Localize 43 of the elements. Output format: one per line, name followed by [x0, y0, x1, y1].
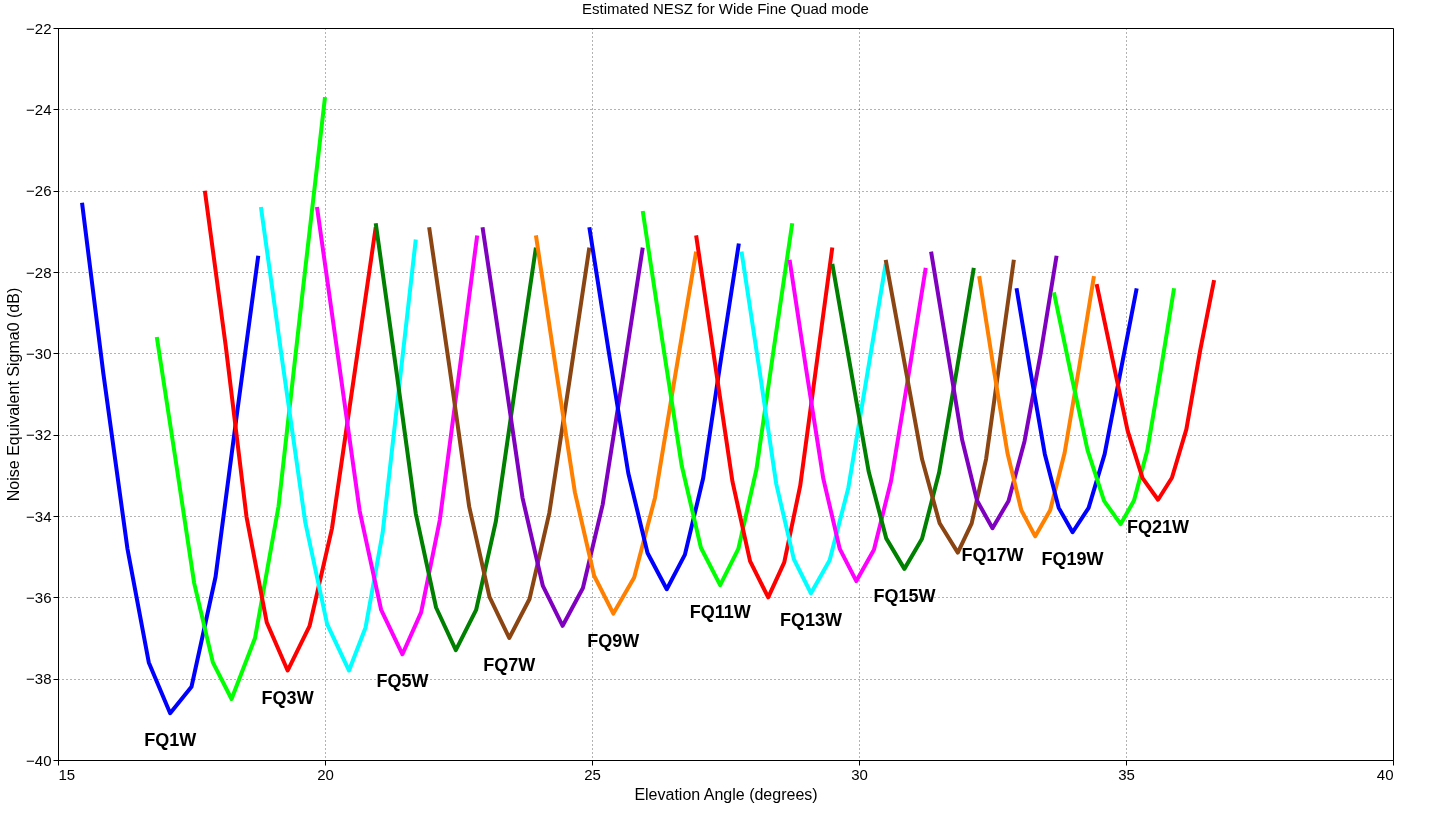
- line-series: [787, 257, 928, 584]
- annotation: FQ17W: [961, 545, 1024, 566]
- annotation: FQ13W: [779, 610, 842, 631]
- y-tick-label: −28: [26, 263, 52, 281]
- annotation: FQ9W: [587, 630, 640, 651]
- line-series: [587, 225, 741, 592]
- line-series: [258, 204, 418, 673]
- x-tick-label: 35: [1118, 765, 1135, 783]
- annotation: FQ21W: [1127, 516, 1190, 537]
- y-tick-label: −26: [26, 182, 52, 200]
- y-tick-label: −34: [26, 507, 52, 525]
- line-series: [977, 274, 1096, 539]
- line-series: [80, 200, 261, 716]
- x-tick-label: 25: [584, 765, 601, 783]
- annotation: FQ1W: [144, 730, 197, 751]
- line-series: [640, 209, 795, 588]
- line-series: [694, 233, 835, 600]
- annotation: FQ3W: [261, 687, 314, 708]
- y-tick-label: −30: [26, 344, 52, 362]
- line-series: [480, 225, 645, 628]
- line-series: [929, 249, 1059, 531]
- line-series: [202, 188, 378, 673]
- y-tick-label: −32: [26, 426, 52, 444]
- annotation: FQ7W: [483, 655, 536, 675]
- line-series: [314, 204, 480, 657]
- y-tick-label: −40: [26, 751, 52, 769]
- y-tick-label: −38: [26, 670, 52, 688]
- annotation: FQ15W: [873, 585, 936, 606]
- annotation: FQ5W: [376, 671, 429, 692]
- annotation: FQ19W: [1041, 549, 1104, 570]
- x-tick-label: 30: [851, 765, 868, 783]
- x-tick-label: 40: [1376, 765, 1394, 783]
- annotation: FQ11W: [689, 602, 751, 623]
- x-tick-label: 20: [317, 765, 334, 783]
- chart-title: Estimated NESZ for Wide Fine Quad mode: [582, 0, 869, 17]
- y-tick-label: −24: [26, 100, 52, 118]
- line-series: [1094, 278, 1217, 502]
- x-axis-title: Elevation Angle (degrees): [634, 785, 818, 803]
- y-tick-label: −36: [26, 588, 52, 606]
- y-axis-title: Noise Equivalent Sigma0 (dB): [5, 287, 23, 502]
- line-series: [373, 221, 538, 653]
- x-tick-label: 15: [58, 765, 76, 783]
- y-tick-label: −22: [26, 19, 52, 37]
